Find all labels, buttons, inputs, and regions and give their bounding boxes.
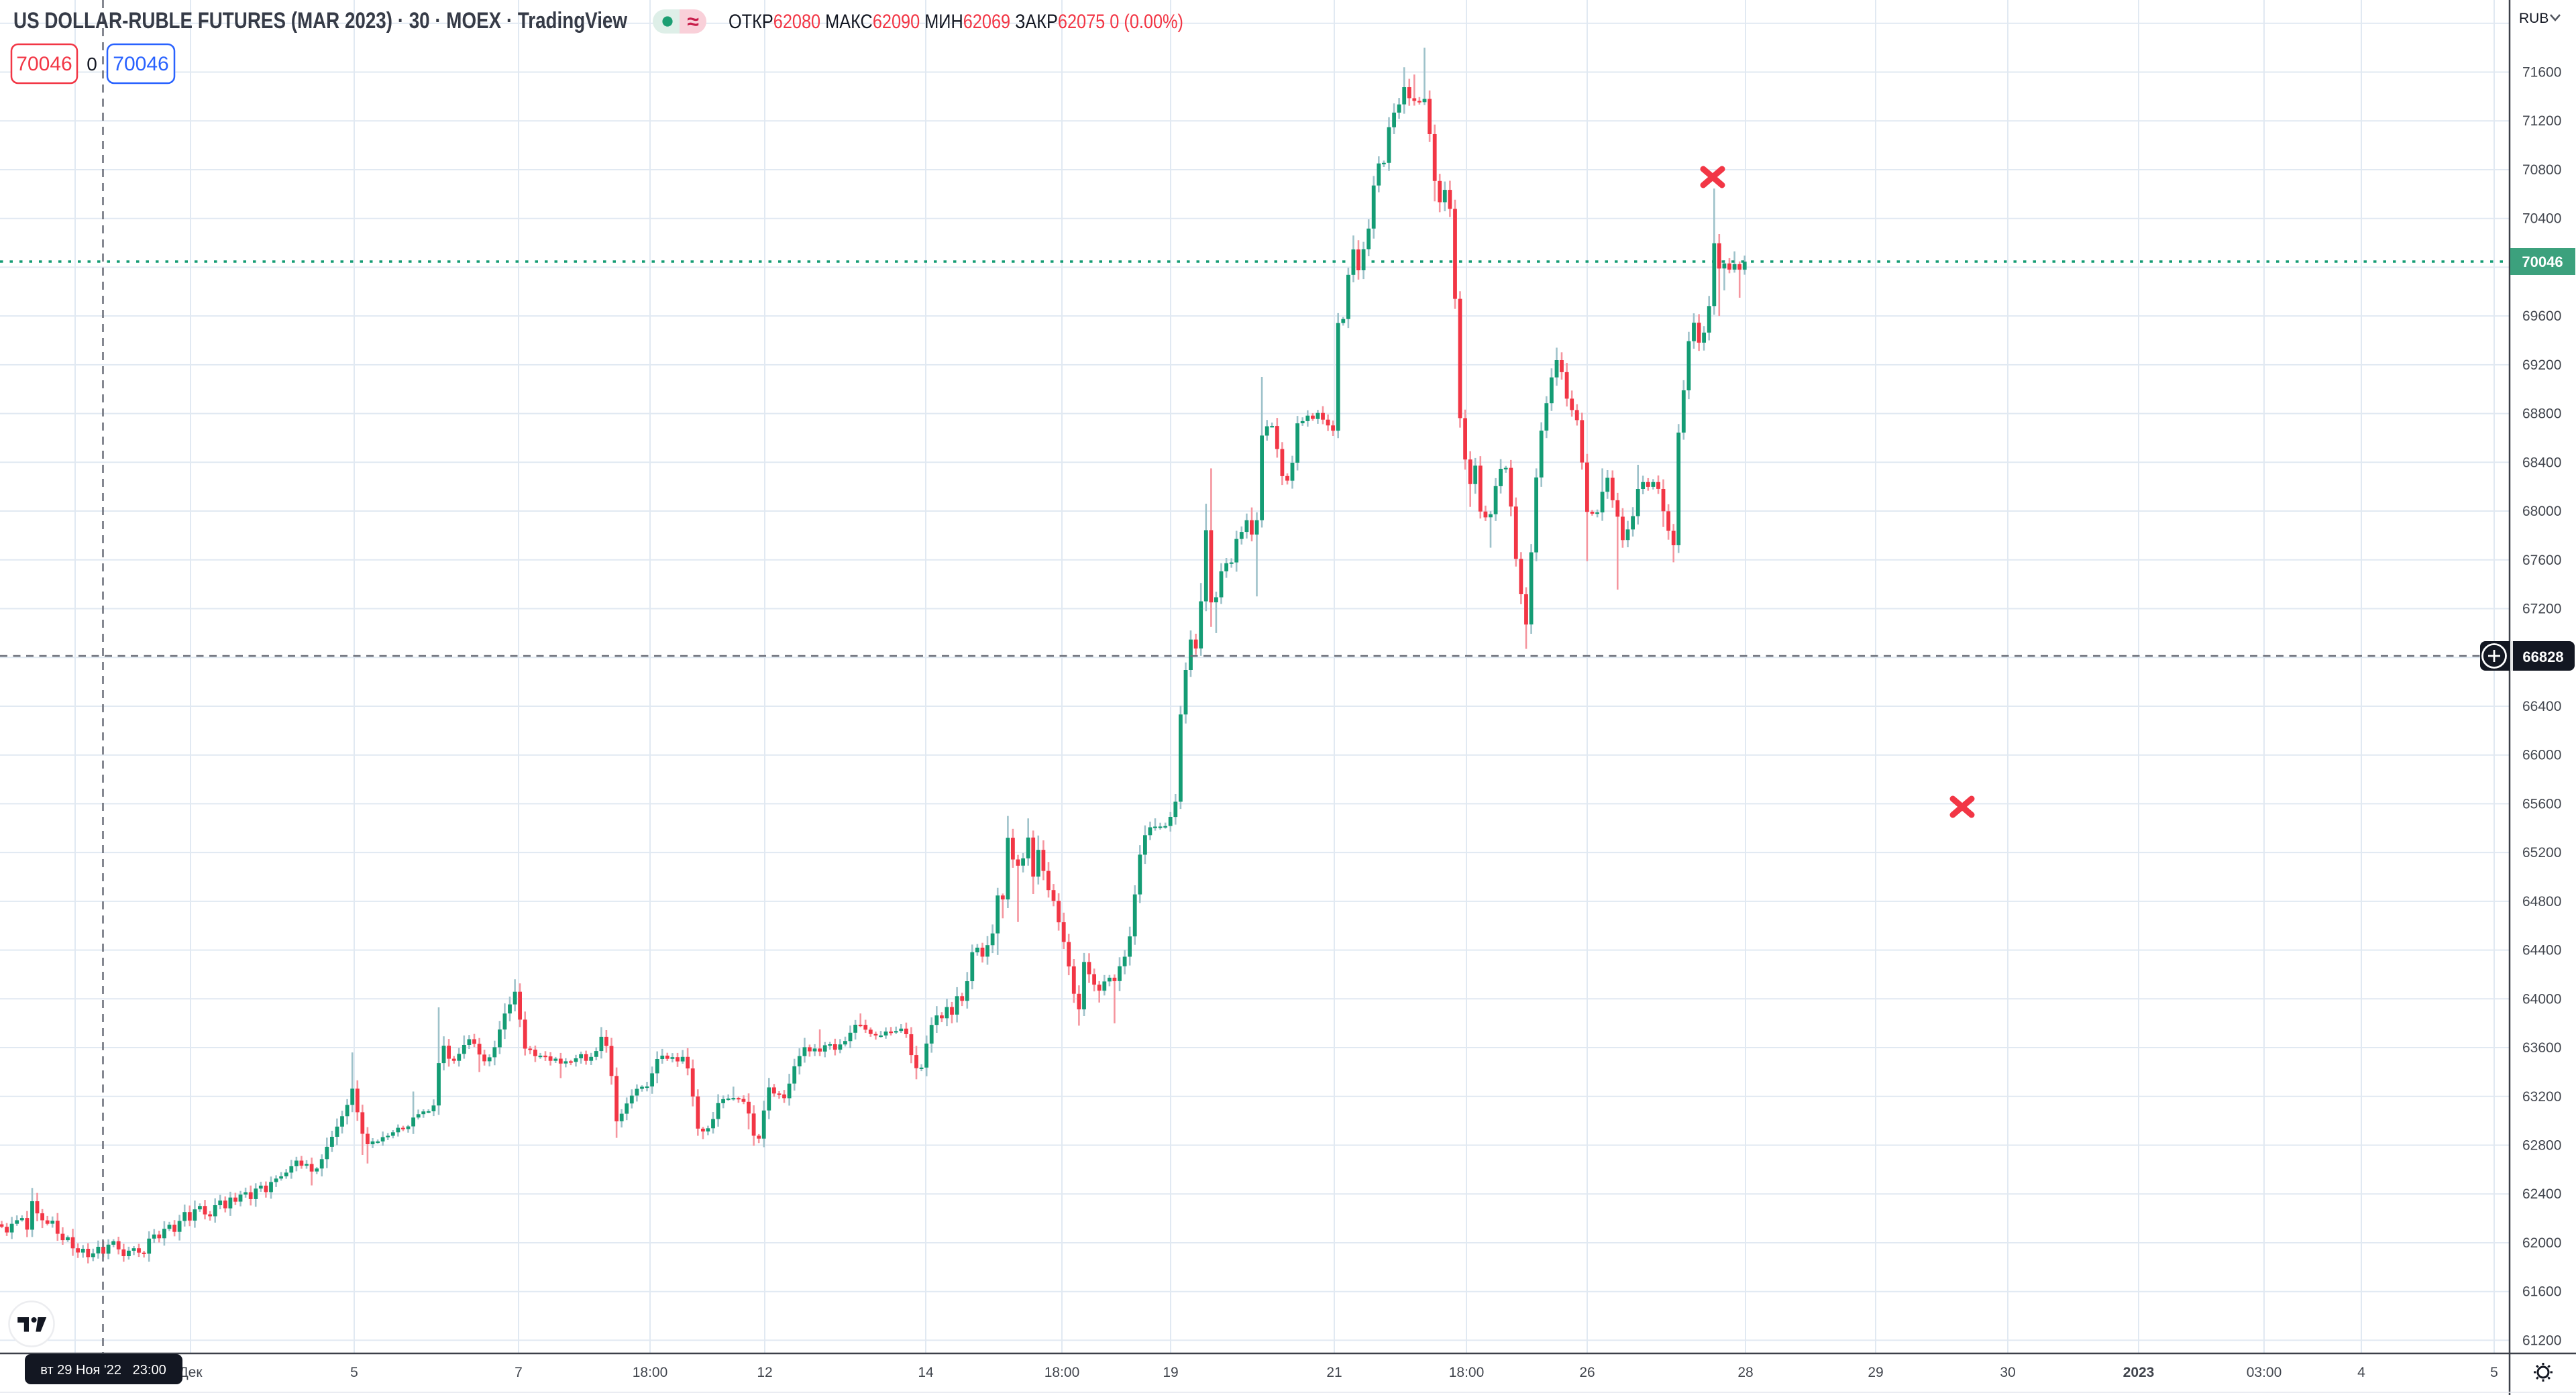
svg-text:64400: 64400	[2522, 943, 2561, 958]
svg-text:67200: 67200	[2522, 602, 2561, 617]
svg-text:63200: 63200	[2522, 1089, 2561, 1105]
svg-text:29: 29	[1868, 1365, 1883, 1380]
svg-text:12: 12	[757, 1365, 772, 1380]
svg-text:2023: 2023	[2123, 1365, 2155, 1380]
svg-text:21: 21	[1326, 1365, 1342, 1380]
svg-text:18:00: 18:00	[633, 1365, 668, 1380]
svg-text:70046: 70046	[113, 53, 168, 75]
svg-text:64000: 64000	[2522, 991, 2561, 1007]
svg-text:66400: 66400	[2522, 699, 2561, 714]
svg-text:70400: 70400	[2522, 211, 2561, 227]
svg-text:69200: 69200	[2522, 357, 2561, 373]
svg-text:19: 19	[1163, 1365, 1178, 1380]
svg-text:66000: 66000	[2522, 748, 2561, 763]
svg-text:68000: 68000	[2522, 504, 2561, 519]
svg-text:63600: 63600	[2522, 1040, 2561, 1056]
svg-text:5: 5	[2490, 1365, 2498, 1380]
svg-text:18:00: 18:00	[1044, 1365, 1080, 1380]
svg-text:71200: 71200	[2522, 113, 2561, 129]
svg-text:03:00: 03:00	[2247, 1365, 2282, 1380]
svg-text:68400: 68400	[2522, 455, 2561, 470]
svg-text:69600: 69600	[2522, 309, 2561, 324]
svg-text:64800: 64800	[2522, 894, 2561, 909]
svg-text:7: 7	[515, 1365, 523, 1380]
svg-text:26: 26	[1579, 1365, 1595, 1380]
svg-text:62000: 62000	[2522, 1235, 2561, 1251]
svg-text:67600: 67600	[2522, 553, 2561, 568]
svg-text:70046: 70046	[16, 53, 72, 75]
svg-text:70800: 70800	[2522, 162, 2561, 178]
svg-text:65600: 65600	[2522, 796, 2561, 812]
svg-text:5: 5	[350, 1365, 358, 1380]
svg-text:14: 14	[918, 1365, 934, 1380]
svg-text:Дек: Дек	[178, 1365, 203, 1380]
svg-text:68800: 68800	[2522, 406, 2561, 422]
svg-text:18:00: 18:00	[1449, 1365, 1485, 1380]
svg-text:вт 29 Ноя '22 23:00: вт 29 Ноя '22 23:00	[40, 1363, 166, 1378]
svg-text:62800: 62800	[2522, 1138, 2561, 1154]
svg-text:65200: 65200	[2522, 845, 2561, 860]
svg-text:≈: ≈	[687, 9, 699, 34]
svg-text:62400: 62400	[2522, 1186, 2561, 1202]
svg-text:4: 4	[2357, 1365, 2365, 1380]
svg-text:US DOLLAR-RUBLE FUTURES (MAR 2: US DOLLAR-RUBLE FUTURES (MAR 2023) · 30 …	[13, 8, 627, 34]
svg-text:ОТКР62080 МАКС62090 МИН62069 З: ОТКР62080 МАКС62090 МИН62069 ЗАКР62075 0…	[729, 11, 1183, 33]
svg-text:30: 30	[2000, 1365, 2015, 1380]
svg-text:70046: 70046	[2522, 254, 2563, 270]
svg-text:RUB: RUB	[2519, 11, 2548, 26]
svg-text:0: 0	[87, 54, 97, 74]
svg-text:61600: 61600	[2522, 1284, 2561, 1300]
svg-text:71600: 71600	[2522, 65, 2561, 80]
svg-text:66828: 66828	[2522, 649, 2563, 665]
svg-text:61200: 61200	[2522, 1333, 2561, 1348]
svg-text:28: 28	[1737, 1365, 1753, 1380]
